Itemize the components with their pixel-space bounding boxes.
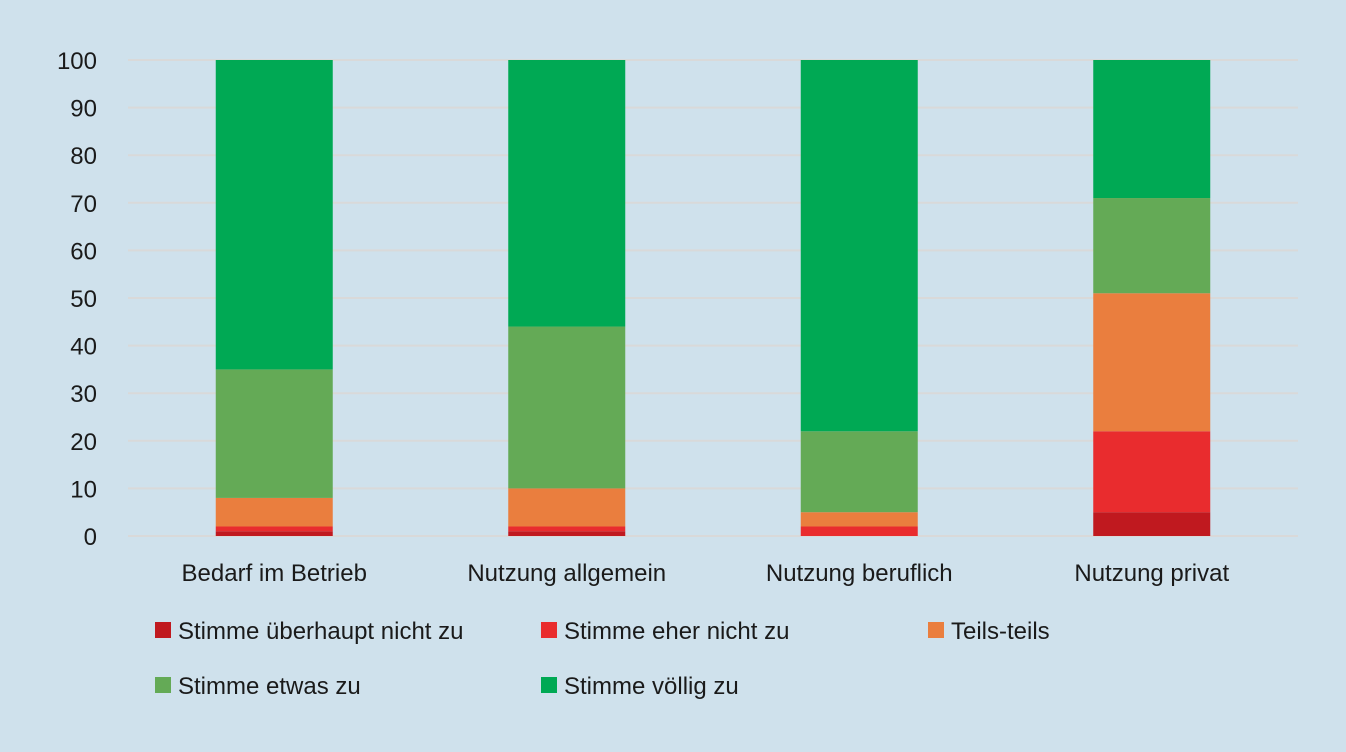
y-tick-label: 50 (70, 286, 97, 313)
y-tick-label: 10 (70, 476, 97, 503)
y-tick-label: 90 (70, 96, 97, 123)
bar-segment (1093, 198, 1211, 294)
y-tick-label: 40 (70, 334, 97, 361)
bar-segment (508, 526, 626, 532)
bar-segment (215, 369, 333, 498)
x-tick-label: Bedarf im Betrieb (182, 560, 367, 587)
legend-label: Stimme etwas zu (178, 673, 361, 700)
bar-segment (1093, 431, 1211, 513)
bar-segment (800, 60, 918, 432)
bar-segment (508, 326, 626, 489)
bar-segment (215, 497, 333, 527)
y-tick-label: 80 (70, 143, 97, 170)
bar-segment (508, 488, 626, 527)
legend-swatch (155, 622, 171, 638)
bar-segment (800, 526, 918, 536)
bar-segment (1093, 293, 1211, 432)
legend-label: Stimme eher nicht zu (564, 618, 789, 645)
legend-swatch (541, 677, 557, 693)
legend-label: Stimme überhaupt nicht zu (178, 618, 463, 645)
bar-segment (508, 531, 626, 536)
bar-segment (215, 531, 333, 536)
x-tick-label: Nutzung privat (1074, 560, 1229, 587)
bar-segment (508, 60, 626, 327)
legend-label: Teils-teils (951, 618, 1050, 645)
x-tick-label: Nutzung allgemein (467, 560, 666, 587)
bar-segment (1093, 512, 1211, 536)
x-axis-tick-labels: Bedarf im Betrieb Nutzung allgemein Nutzun… (182, 560, 1230, 587)
y-axis-tick-labels: 0 10 20 30 40 50 60 70 80 90 100 (57, 48, 97, 551)
y-tick-label: 30 (70, 381, 97, 408)
y-tick-label: 20 (70, 429, 97, 456)
y-tick-label: 0 (84, 524, 97, 551)
y-tick-label: 70 (70, 191, 97, 218)
bar-segment (1093, 60, 1211, 199)
legend-swatch (928, 622, 944, 638)
bar-segment (215, 526, 333, 532)
legend: Stimme überhaupt nicht zu Stimme eher nic… (155, 618, 1050, 700)
x-tick-label: Nutzung beruflich (766, 560, 953, 587)
y-tick-label: 60 (70, 238, 97, 265)
bar-segment (800, 431, 918, 513)
bars (215, 60, 1211, 536)
y-tick-label: 100 (57, 48, 97, 75)
legend-swatch (155, 677, 171, 693)
legend-label: Stimme völlig zu (564, 673, 739, 700)
legend-swatch (541, 622, 557, 638)
bar-segment (215, 60, 333, 370)
bar-segment (800, 512, 918, 527)
